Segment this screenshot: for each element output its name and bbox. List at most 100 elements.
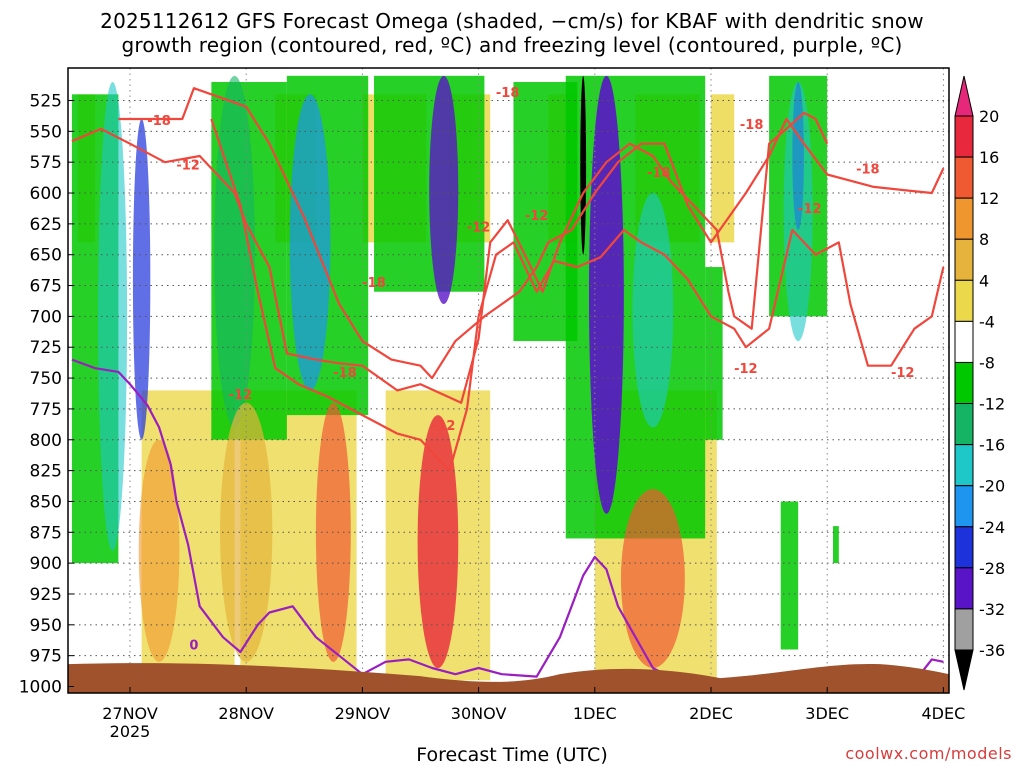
colorbar-swatch-9 — [954, 485, 974, 528]
dgz-contour-upper — [71, 111, 829, 404]
x-tick-label-6: 3DEC — [805, 704, 849, 723]
colorbar-swatch-8 — [954, 444, 974, 487]
dgz-label-7: -18 — [496, 86, 520, 101]
y-tick-label-13: 850 — [30, 492, 62, 512]
colorbar-label-0: 20 — [979, 107, 999, 126]
x-tick-label-3: 30NOV — [451, 704, 507, 723]
colorbar-bottom-arrow — [954, 649, 974, 691]
dgz-label-11: -12 — [734, 362, 758, 377]
y-tick-label-11: 800 — [30, 431, 62, 451]
dgz-label-3: -18 — [362, 276, 386, 291]
colorbar-top-arrow — [954, 75, 974, 117]
colorbar-label-7: -12 — [979, 395, 1005, 414]
dgz-label-1: -12 — [176, 159, 200, 174]
colorbar-label-6: -8 — [979, 353, 995, 372]
y-tick-label-1: 550 — [30, 122, 62, 142]
omega-band-7 — [632, 193, 674, 428]
y-tick-label-8: 725 — [30, 338, 62, 358]
omega-band-6 — [580, 75, 587, 255]
dgz-label-13: -18 — [856, 162, 880, 177]
x-tick-label-4: 1DEC — [573, 704, 617, 723]
rising-band-0 — [138, 439, 180, 662]
colorbar-swatch-7 — [954, 403, 974, 446]
colorbar-swatch-2 — [954, 197, 974, 240]
y-tick-label-19: 1000 — [19, 678, 62, 698]
omega-band-1 — [132, 119, 151, 440]
dgz-label-14: -12 — [891, 366, 915, 381]
freezing-label-0: 0 — [189, 639, 198, 654]
dgz-contour-middle — [118, 87, 945, 380]
colorbar-swatch-10 — [954, 526, 974, 569]
colorbar-label-11: -28 — [979, 559, 1005, 578]
omega-band-3 — [289, 94, 331, 391]
colorbar-label-8: -16 — [979, 436, 1005, 455]
dgz-label-12: -12 — [798, 202, 822, 217]
plot-frame — [67, 67, 950, 694]
omega-shade-green-6 — [705, 267, 723, 440]
colorbar-swatch-6 — [954, 361, 974, 405]
rising-band-4 — [620, 489, 685, 668]
y-tick-label-14: 875 — [30, 523, 62, 543]
dgz-label-2: -12 — [229, 388, 253, 403]
terrain-fill — [68, 663, 949, 693]
x-tick-label-2: 29NOV — [335, 704, 391, 723]
x-sublabel-year: 2025 — [110, 722, 151, 741]
y-tick-label-2: 575 — [30, 153, 62, 173]
x-tick-label-0: 27NOV — [102, 704, 158, 723]
x-tick-label-7: 4DEC — [922, 704, 966, 723]
omega-shade-green-9 — [833, 526, 839, 564]
rising-band-3 — [417, 415, 459, 668]
y-tick-label-9: 750 — [30, 369, 62, 389]
dgz-label-8: -12 — [525, 209, 549, 224]
y-tick-label-16: 925 — [30, 585, 62, 605]
omega-shade-upper-6 — [711, 94, 735, 243]
colorbar-swatch-0 — [954, 115, 974, 158]
dgz-contour-lower — [210, 118, 945, 472]
omega-band-5 — [588, 75, 624, 514]
colorbar-label-12: -32 — [979, 600, 1005, 619]
y-tick-label-17: 950 — [30, 616, 62, 636]
colorbar-label-5: -4 — [979, 312, 995, 331]
colorbar-swatch-1 — [954, 156, 974, 199]
colorbar-label-3: 8 — [979, 230, 989, 249]
omega-shade-green-3 — [374, 75, 485, 292]
y-tick-label-6: 675 — [30, 277, 62, 297]
colorbar-swatch-last — [954, 608, 974, 651]
colorbar-swatch-11 — [954, 567, 974, 610]
y-tick-label-5: 650 — [30, 246, 62, 266]
x-tick-label-5: 2DEC — [689, 704, 733, 723]
dgz-label-4: -18 — [333, 366, 357, 381]
y-tick-label-12: 825 — [30, 462, 62, 482]
dgz-label-10: -18 — [740, 118, 764, 133]
y-tick-label-0: 525 — [30, 92, 62, 112]
dgz-label-6: -12 — [467, 220, 491, 235]
y-tick-label-3: 600 — [30, 184, 62, 204]
rising-band-1 — [220, 402, 273, 662]
colorbar-label-10: -24 — [979, 518, 1005, 537]
y-tick-label-4: 625 — [30, 215, 62, 235]
colorbar-label-13: -36 — [979, 641, 1005, 660]
colorbar-label-2: 12 — [979, 189, 999, 208]
colorbar-swatch-3 — [954, 238, 974, 281]
omega-band-2 — [214, 75, 255, 428]
omega-shade-green-8 — [780, 501, 799, 650]
x-axis-title: Forecast Time (UTC) — [416, 744, 608, 766]
x-tick-label-1: 28NOV — [218, 704, 274, 723]
dgz-label-5: -12 — [432, 419, 456, 434]
colorbar-swatch-4 — [954, 279, 974, 322]
colorbar-label-1: 16 — [979, 148, 999, 167]
credit-label: coolwx.com/models — [845, 744, 1012, 763]
y-tick-label-18: 975 — [30, 647, 62, 667]
omega-band-4 — [429, 75, 459, 305]
colorbar-swatch-5 — [954, 320, 974, 363]
colorbar-label-4: 4 — [979, 271, 989, 290]
y-tick-label-15: 900 — [30, 554, 62, 574]
dgz-label-0: -18 — [147, 114, 171, 129]
colorbar-label-9: -20 — [979, 477, 1005, 496]
chart-title-line1: 2025112612 GFS Forecast Omega (shaded, −… — [100, 9, 924, 33]
y-tick-label-7: 700 — [30, 307, 62, 327]
y-tick-label-10: 775 — [30, 400, 62, 420]
chart-title-line2: growth region (contoured, red, ºC) and f… — [121, 33, 903, 57]
dgz-label-9: -18 — [647, 166, 671, 181]
